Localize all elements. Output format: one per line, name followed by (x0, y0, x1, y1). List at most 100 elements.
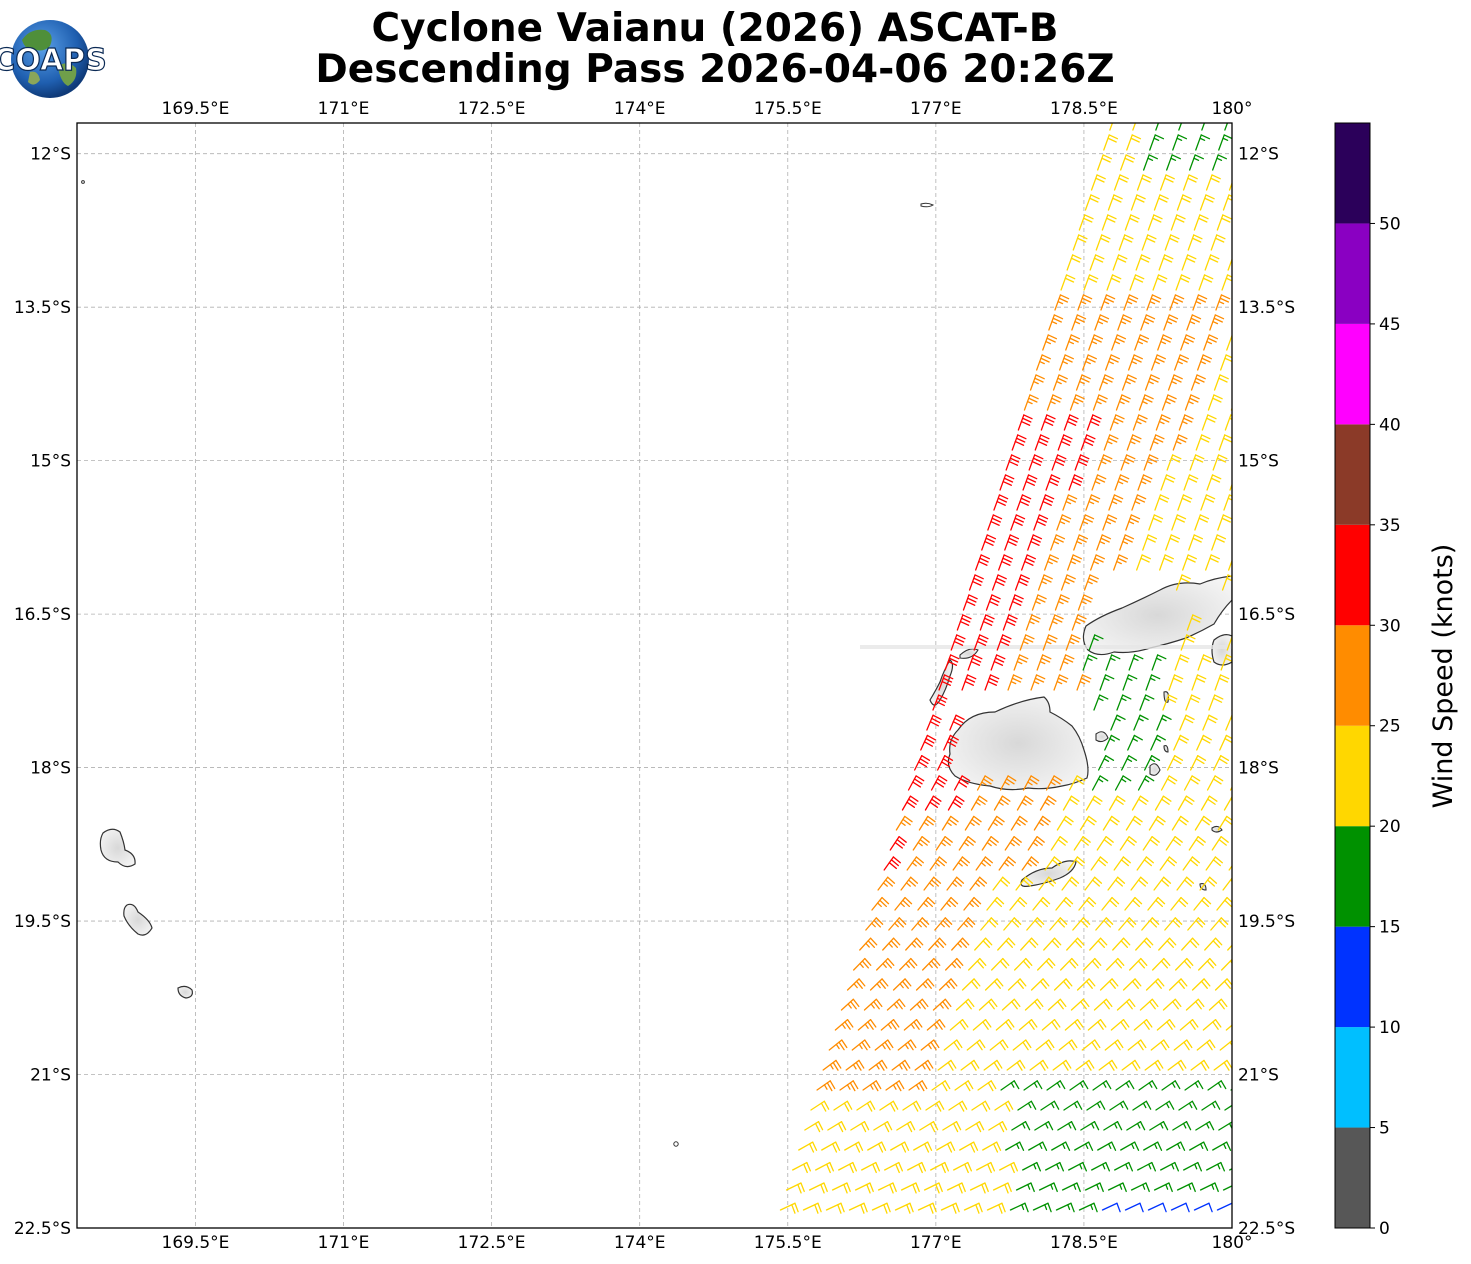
wind-barb-feather (1128, 217, 1139, 223)
wind-barb-half-feather (1039, 360, 1045, 365)
wind-barb-feather (1047, 1121, 1054, 1131)
wind-barb-half-feather (933, 1023, 938, 1029)
wind-barb-feather (1069, 798, 1078, 805)
wind-barb-feather (1177, 980, 1185, 989)
wind-barb-half-feather (1116, 560, 1122, 565)
wind-barb-feather (1063, 657, 1074, 663)
wind-barb-staff (1073, 534, 1080, 551)
wind-barb (877, 1182, 897, 1194)
wind-barb-feather (959, 859, 968, 867)
wind-barb-feather (1136, 194, 1146, 200)
wind-barb-feather (918, 1163, 923, 1174)
wind-barb-half-feather (998, 801, 1004, 806)
wind-barb (1205, 174, 1221, 191)
wind-barb (1079, 815, 1097, 831)
wind-barb-staff (1030, 674, 1038, 691)
wind-barb-feather (1171, 154, 1181, 160)
wind-barb-half-feather (1095, 400, 1102, 405)
wind-barb-feather (1239, 938, 1245, 945)
wind-barb-feather (1091, 960, 1099, 969)
wind-barb-staff (913, 1141, 929, 1151)
wind-barb (951, 937, 970, 951)
wind-barb (1052, 374, 1068, 391)
wind-barb (1144, 374, 1160, 391)
wind-barb-feather (908, 798, 917, 805)
wind-barb-feather (984, 540, 994, 546)
wind-barb-staff (984, 978, 998, 991)
wind-barb (880, 1019, 900, 1031)
wind-barb-feather (1090, 417, 1101, 423)
wind-barb-half-feather (1085, 360, 1091, 365)
wind-barb-feather (1108, 980, 1116, 989)
wind-barb-half-feather (1140, 480, 1147, 485)
wind-barb-feather (1093, 1121, 1100, 1131)
wind-barb-feather (1117, 957, 1125, 966)
wind-barb-staff (1141, 917, 1153, 931)
wind-barb-staff (1060, 574, 1068, 591)
wind-barb-half-feather (1033, 1163, 1037, 1170)
wind-barb (1171, 514, 1187, 531)
wind-barb-staff (1173, 1039, 1188, 1051)
wind-barb-feather (976, 640, 987, 646)
wind-barb-staff (1200, 795, 1211, 811)
wind-barb-staff (949, 1019, 964, 1031)
wind-barb-feather (924, 1061, 931, 1071)
wind-barb-staff (1180, 634, 1188, 651)
wind-barb-feather (889, 1102, 896, 1112)
wind-barb-staff (975, 856, 987, 871)
wind-barb-feather (996, 815, 1005, 823)
wind-barb-feather (1218, 838, 1227, 846)
wind-barb-feather (912, 781, 922, 788)
wind-barb-staff (1148, 514, 1155, 531)
wind-barb (1151, 654, 1167, 671)
wind-barb-staff (987, 815, 998, 831)
wind-barb-feather (1023, 414, 1033, 420)
wind-barb (831, 1182, 851, 1194)
wind-barb-half-feather (1160, 340, 1167, 345)
wind-barb (1024, 998, 1044, 1011)
wind-barb-staff (877, 876, 889, 891)
wind-barb-staff (1210, 234, 1218, 251)
wind-barb-staff (1209, 314, 1216, 331)
wind-barb-feather (1104, 297, 1115, 303)
wind-barb-staff (1075, 374, 1083, 391)
wind-barb (1191, 674, 1207, 691)
wind-barb-feather (1212, 397, 1222, 403)
wind-barb-feather (913, 940, 921, 949)
wind-barb-feather (1197, 1080, 1204, 1090)
wind-barb-staff (992, 876, 1004, 891)
wind-barb (1021, 856, 1039, 871)
wind-barb-half-feather (1119, 1102, 1124, 1109)
wind-barb-feather (1239, 1020, 1244, 1027)
wind-barb-staff (903, 1019, 918, 1031)
wind-barb-feather (884, 1041, 891, 1051)
wind-barb (848, 1202, 868, 1214)
wind-barb-half-feather (934, 862, 940, 867)
wind-barb-feather (1007, 1182, 1012, 1193)
wind-barb-feather (913, 778, 923, 785)
wind-barb (1207, 1080, 1227, 1091)
wind-barb-feather (1109, 899, 1118, 908)
wind-barb (1081, 1039, 1101, 1051)
wind-barb-half-feather (1021, 1204, 1025, 1211)
wind-barb (869, 978, 889, 991)
wind-barb-staff (1176, 194, 1184, 211)
wind-barb-staff (1204, 937, 1217, 951)
wind-barb-feather (1075, 394, 1085, 400)
wind-barb-feather (1024, 1202, 1029, 1213)
wind-barb-staff (1078, 896, 1090, 911)
wind-barb-half-feather (871, 922, 876, 928)
wind-barb-staff (1153, 876, 1165, 891)
wind-barb-feather (909, 795, 919, 802)
wind-barb-staff (920, 734, 929, 751)
wind-barb-staff (1147, 1202, 1164, 1211)
wind-barb-feather (1137, 118, 1145, 122)
wind-barb-feather (966, 674, 977, 680)
wind-barb-feather (1184, 637, 1195, 643)
wind-barb-half-feather (921, 1063, 926, 1070)
colorbar-segment (1335, 725, 1370, 827)
wind-barb-feather (894, 841, 903, 849)
wind-barb-feather (959, 620, 970, 626)
wind-barb (1090, 554, 1105, 571)
wind-barb-feather (881, 978, 889, 987)
